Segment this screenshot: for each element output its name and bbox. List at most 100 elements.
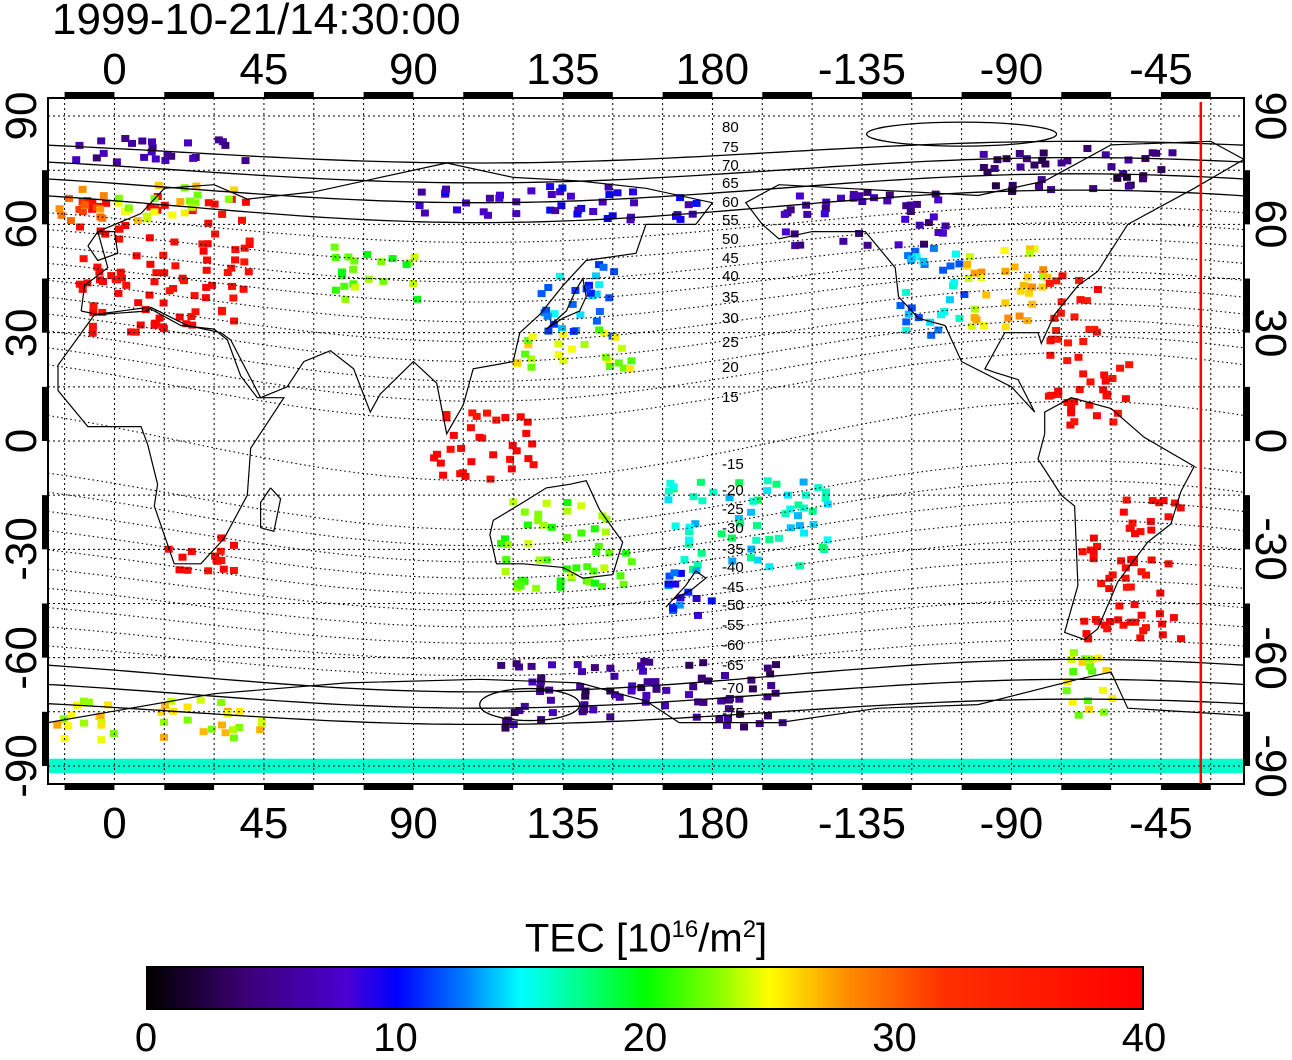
tec-cell	[583, 563, 592, 571]
tec-cell	[717, 530, 726, 538]
tec-cell	[685, 536, 693, 544]
tec-cell	[379, 277, 388, 285]
tec-cell	[855, 230, 864, 237]
tec-cell	[763, 487, 772, 495]
tec-cell	[595, 261, 604, 269]
tec-cell	[715, 715, 724, 723]
tec-cell	[1158, 631, 1167, 639]
tec-cell	[1169, 614, 1178, 622]
lon-tick-label: 0	[102, 799, 127, 848]
tec-cell	[763, 693, 772, 701]
tec-cell	[1052, 327, 1061, 334]
axis-bar	[463, 784, 514, 790]
tec-cell	[199, 728, 208, 736]
tec-cell	[781, 510, 790, 518]
tec-cell	[527, 355, 536, 363]
tec-cell	[1001, 267, 1010, 275]
colorbar-title: TEC [1016/m2]	[524, 916, 768, 961]
lon-tick-label: -135	[817, 799, 906, 848]
tec-cell	[410, 253, 419, 261]
lat-tick-label: -30	[0, 517, 46, 582]
tec-cell	[554, 340, 563, 348]
contour-line	[47, 189, 1245, 224]
tec-cell	[573, 210, 582, 218]
tec-cell	[629, 188, 637, 196]
tec-cell	[160, 718, 168, 726]
tec-cell	[589, 208, 598, 215]
tec-cell	[685, 523, 694, 531]
tec-cell	[75, 141, 84, 149]
axis-bar	[42, 386, 48, 441]
tec-cell	[184, 139, 192, 147]
axis-bar	[363, 92, 414, 98]
tec-cell	[581, 687, 590, 695]
tec-cell	[568, 300, 577, 308]
tec-cell	[204, 199, 213, 207]
tec-cell	[795, 522, 804, 530]
tec-cell	[795, 562, 804, 570]
tec-cell	[189, 154, 198, 162]
colorbar-tick-label: 20	[622, 1016, 668, 1060]
tec-cell	[572, 564, 581, 572]
tec-cell	[717, 697, 726, 705]
tec-cell	[1177, 635, 1185, 643]
tec-cell	[1108, 694, 1117, 702]
tec-cell	[88, 205, 97, 213]
tec-cell	[1001, 299, 1010, 307]
tec-cell	[340, 282, 349, 290]
lat-tick-label: -60	[1246, 625, 1292, 690]
tec-cell	[218, 306, 226, 314]
magnetic-contours	[47, 121, 1245, 726]
tec-cell	[48, 758, 1244, 774]
contour-line	[47, 222, 1245, 263]
tec-cell	[115, 235, 124, 243]
tec-cell	[1070, 418, 1079, 426]
tec-cell	[492, 416, 501, 424]
tec-cell	[1070, 398, 1079, 406]
tec-cell	[800, 529, 809, 537]
lat-tick-label: 60	[1246, 199, 1292, 249]
tec-cell	[330, 243, 339, 251]
tec-cell	[521, 350, 530, 358]
tec-cell	[755, 720, 764, 728]
tec-cell	[562, 533, 571, 541]
tec-cell	[516, 413, 525, 421]
contour-north-pole	[865, 121, 1058, 147]
tec-cell	[1008, 186, 1017, 193]
tec-cell	[919, 257, 928, 265]
tec-cell	[601, 353, 610, 361]
tec-cell	[1131, 618, 1140, 626]
lat-tick-label: 30	[1246, 308, 1292, 358]
axis-bar	[861, 92, 912, 98]
tec-cell	[1016, 287, 1025, 295]
tec-cell	[1164, 513, 1173, 521]
tec-cell	[182, 320, 191, 328]
tec-cell	[870, 194, 878, 202]
contour-line	[47, 319, 1245, 382]
tec-cell	[938, 229, 947, 237]
tec-cell	[643, 678, 652, 686]
tec-cell	[99, 149, 108, 157]
tec-cell	[577, 529, 586, 537]
tec-cell	[207, 725, 216, 733]
tec-cell	[1103, 625, 1112, 633]
tec-cell	[527, 187, 536, 195]
lat-tick-label: 90	[1246, 91, 1292, 141]
tec-cell	[1050, 314, 1059, 322]
tec-cell	[734, 515, 743, 522]
tec-cell	[81, 201, 89, 209]
tec-cell	[522, 429, 531, 437]
tec-cell	[1026, 249, 1035, 257]
axis-bar	[861, 784, 912, 790]
tec-cell	[927, 331, 936, 339]
tec-cell	[349, 265, 358, 273]
tec-cell	[1093, 617, 1102, 625]
tec-cell	[896, 302, 905, 309]
tec-cell	[516, 582, 525, 590]
tec-cell	[84, 698, 93, 706]
contour-line	[47, 619, 1245, 660]
tec-cell	[1128, 519, 1137, 527]
tec-cell	[799, 504, 808, 512]
tec-cell	[638, 667, 647, 675]
tec-cell	[970, 305, 979, 313]
